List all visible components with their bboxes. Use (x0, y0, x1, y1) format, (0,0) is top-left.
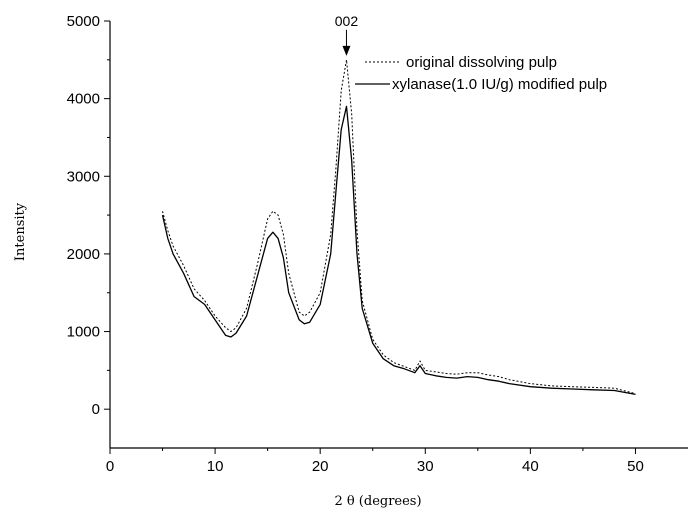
y-tick-label: 1000 (67, 324, 100, 341)
peak-annotation-label: 002 (335, 13, 359, 29)
legend-label-original: original dissolving pulp (406, 54, 557, 71)
x-tick-label: 40 (522, 458, 539, 475)
y-tick-label: 5000 (67, 13, 100, 30)
series-layer (161, 59, 636, 396)
x-tick-label: 0 (106, 458, 114, 475)
y-ticks: 0 1000 2000 3000 4000 5000 (67, 13, 110, 418)
y-tick-label: 2000 (67, 246, 100, 263)
x-axis-label: 2 θ (degrees) (334, 494, 421, 509)
y-tick-label: 0 (92, 401, 100, 418)
x-tick-label: 20 (312, 458, 329, 475)
series-line-original-dissolving-pulp (162, 59, 636, 395)
legend: original dissolving pulp xylanase(1.0 IU… (355, 54, 607, 93)
y-tick-label: 3000 (67, 168, 100, 185)
x-tick-label: 30 (417, 458, 434, 475)
y-tick-label: 4000 (67, 91, 100, 108)
y-axis-label: Intensity (13, 202, 28, 261)
x-tick-label: 10 (207, 458, 224, 475)
x-tick-label: 50 (627, 458, 644, 475)
peak-annotation: 002 (335, 13, 359, 56)
plot-area (109, 21, 688, 449)
legend-label-xylanase: xylanase(1.0 IU/g) modified pulp (392, 76, 607, 93)
series-line-xylanase-modified-pulp (161, 105, 636, 396)
x-ticks: 0 10 20 30 40 50 (106, 448, 644, 475)
peak-annotation-arrowhead (342, 45, 351, 56)
